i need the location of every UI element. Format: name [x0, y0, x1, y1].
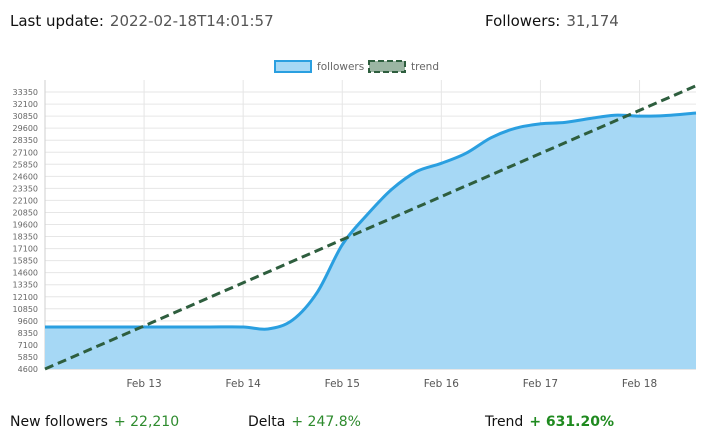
y-tick-label: 30850: [13, 112, 38, 121]
y-tick-label: 29600: [13, 124, 38, 133]
legend-followers-label[interactable]: followers: [317, 61, 364, 73]
y-tick-label: 33350: [13, 88, 38, 97]
y-tick-label: 10850: [13, 305, 38, 314]
chart-legend[interactable]: followers trend: [274, 60, 439, 73]
y-tick-label: 20850: [13, 208, 38, 217]
x-tick-label: Feb 18: [622, 378, 657, 390]
y-tick-label: 5850: [18, 353, 38, 362]
y-tick-label: 14600: [13, 269, 38, 278]
legend-trend-swatch[interactable]: [368, 60, 406, 73]
y-tick-label: 23350: [13, 184, 38, 193]
followers-line: [45, 111, 697, 331]
followers-count: Followers: 31,174: [485, 12, 619, 30]
y-tick-label: 9600: [18, 317, 38, 326]
last-update-label: Last update:: [10, 12, 104, 30]
y-tick-label: 8350: [18, 329, 38, 338]
y-tick-label: 32100: [13, 100, 38, 109]
legend-trend-label[interactable]: trend: [411, 61, 439, 73]
y-tick-label: 25850: [13, 160, 38, 169]
y-tick-label: 18350: [13, 233, 38, 242]
x-tick-label: Feb 16: [424, 378, 460, 390]
trend: Trend + 631.20%: [485, 414, 614, 430]
y-tick-label: 17100: [13, 245, 38, 254]
x-tick-label: Feb 14: [226, 378, 262, 390]
trend-label: Trend: [485, 414, 524, 430]
legend-followers-swatch[interactable]: [274, 60, 312, 73]
y-tick-label: 7100: [18, 341, 38, 350]
y-tick-label: 24600: [13, 172, 38, 181]
new-followers-label: New followers: [10, 414, 108, 430]
x-tick-label: Feb 13: [126, 378, 161, 390]
followers-label: Followers:: [485, 12, 561, 30]
y-tick-label: 19600: [13, 221, 38, 230]
x-tick-label: Feb 15: [325, 378, 360, 390]
x-tick-label: Feb 17: [523, 378, 558, 390]
new-followers-value: + 22,210: [113, 414, 180, 430]
y-axis: 4600 5850 7100 8350 9600 10850 12100 13350 14600…: [13, 80, 46, 374]
new-followers: New followers + 22,210: [10, 414, 179, 430]
y-tick-label: 15850: [13, 257, 38, 266]
delta: Delta + 247.8%: [248, 414, 361, 430]
followers-value: 31,174: [566, 12, 619, 30]
delta-label: Delta: [248, 414, 286, 430]
y-tick-label: 4600: [18, 365, 38, 374]
last-update-value: 2022-02-18T14:01:57: [109, 12, 274, 30]
plot-area: [44, 84, 697, 371]
y-tick-label: 22100: [13, 196, 38, 205]
y-tick-label: 27100: [13, 148, 38, 157]
y-tick-label: 13350: [13, 281, 38, 290]
y-tick-label: 12100: [13, 293, 38, 302]
y-tick-label: 28350: [13, 136, 38, 145]
followers-area: [45, 113, 696, 369]
trend-value: + 631.20%: [529, 414, 614, 430]
followers-chart: followers trend 4600 5850 7100 8350 9600 1085…: [13, 60, 697, 390]
last-update: Last update: 2022-02-18T14:01:57: [10, 12, 274, 30]
delta-value: + 247.8%: [291, 414, 361, 430]
x-axis: Feb 13 Feb 14 Feb 15 Feb 16 Feb 17 Feb 18: [45, 368, 696, 390]
trend-line: [44, 84, 697, 371]
